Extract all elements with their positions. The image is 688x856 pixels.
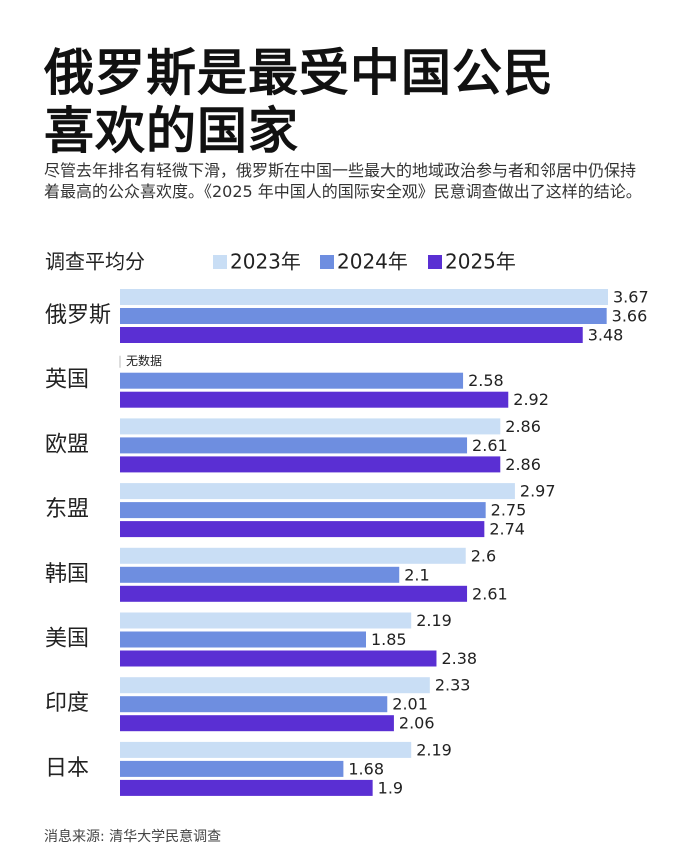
value-label: 2.86	[505, 455, 541, 474]
value-label: 2.92	[513, 390, 549, 409]
source-note: 消息来源: 清华大学民意调查	[44, 829, 222, 845]
bar	[120, 308, 607, 324]
bar	[120, 502, 486, 519]
bar	[120, 418, 501, 435]
legend-label: 2023年	[230, 250, 301, 274]
bar	[120, 715, 394, 732]
bar	[120, 696, 388, 713]
chart-title: 俄罗斯是最受中国公民喜欢的国家	[44, 44, 554, 160]
value-label: 2.6	[471, 546, 496, 565]
value-label: 2.97	[520, 482, 556, 501]
value-label: 2.58	[468, 371, 504, 390]
bar	[120, 631, 366, 648]
bar	[120, 566, 400, 583]
category-label: 韩国	[45, 562, 89, 587]
value-label: 2.06	[399, 714, 435, 733]
value-label: 1.9	[378, 778, 403, 797]
value-label: 1.85	[371, 630, 407, 649]
value-label: 2.38	[441, 649, 477, 668]
category-label: 东盟	[45, 497, 89, 522]
bar	[120, 521, 485, 538]
category-label: 印度	[45, 691, 89, 716]
value-label: 3.66	[612, 307, 648, 326]
value-label: 2.74	[489, 520, 525, 539]
legend-label: 2024年	[337, 250, 408, 274]
value-label: 1.68	[348, 759, 384, 778]
category-label: 俄罗斯	[45, 303, 111, 328]
category-label: 日本	[45, 756, 89, 781]
value-label: 2.19	[416, 611, 452, 630]
category-label: 英国	[45, 368, 89, 393]
bar	[120, 289, 608, 305]
bar	[120, 741, 412, 758]
bar	[120, 456, 501, 473]
bar	[120, 437, 468, 454]
value-label: 3.67	[613, 288, 649, 307]
value-label: 2.61	[472, 584, 508, 603]
bar	[120, 677, 430, 694]
legend-label: 2025年	[445, 250, 516, 274]
value-label: 2.61	[472, 436, 508, 455]
category-label: 欧盟	[45, 432, 89, 457]
value-label: 2.75	[491, 501, 527, 520]
bar	[120, 650, 437, 667]
bar	[120, 372, 464, 389]
value-label: 2.1	[404, 565, 429, 584]
value-label: 2.19	[416, 740, 452, 759]
legend-swatch	[428, 255, 442, 269]
axis-label: 调查平均分	[45, 250, 145, 274]
legend-swatch	[213, 255, 227, 269]
bar	[120, 779, 373, 796]
null-label: 无数据	[126, 353, 162, 368]
bar	[120, 585, 468, 602]
bar	[120, 612, 412, 629]
legend-swatch	[320, 255, 334, 269]
value-label: 2.01	[392, 695, 428, 714]
bar	[120, 483, 515, 500]
bar	[120, 327, 583, 343]
bar	[120, 760, 344, 777]
value-label: 2.86	[505, 417, 541, 436]
category-label: 美国	[45, 627, 89, 652]
bar	[120, 391, 509, 408]
value-label: 2.33	[435, 676, 471, 695]
bar	[120, 547, 466, 564]
chart-subtitle: 尽管去年排名有轻微下滑，俄罗斯在中国一些最大的地域政治参与者和邻居中仍保持着最高…	[44, 161, 642, 201]
value-label: 3.48	[588, 326, 624, 345]
